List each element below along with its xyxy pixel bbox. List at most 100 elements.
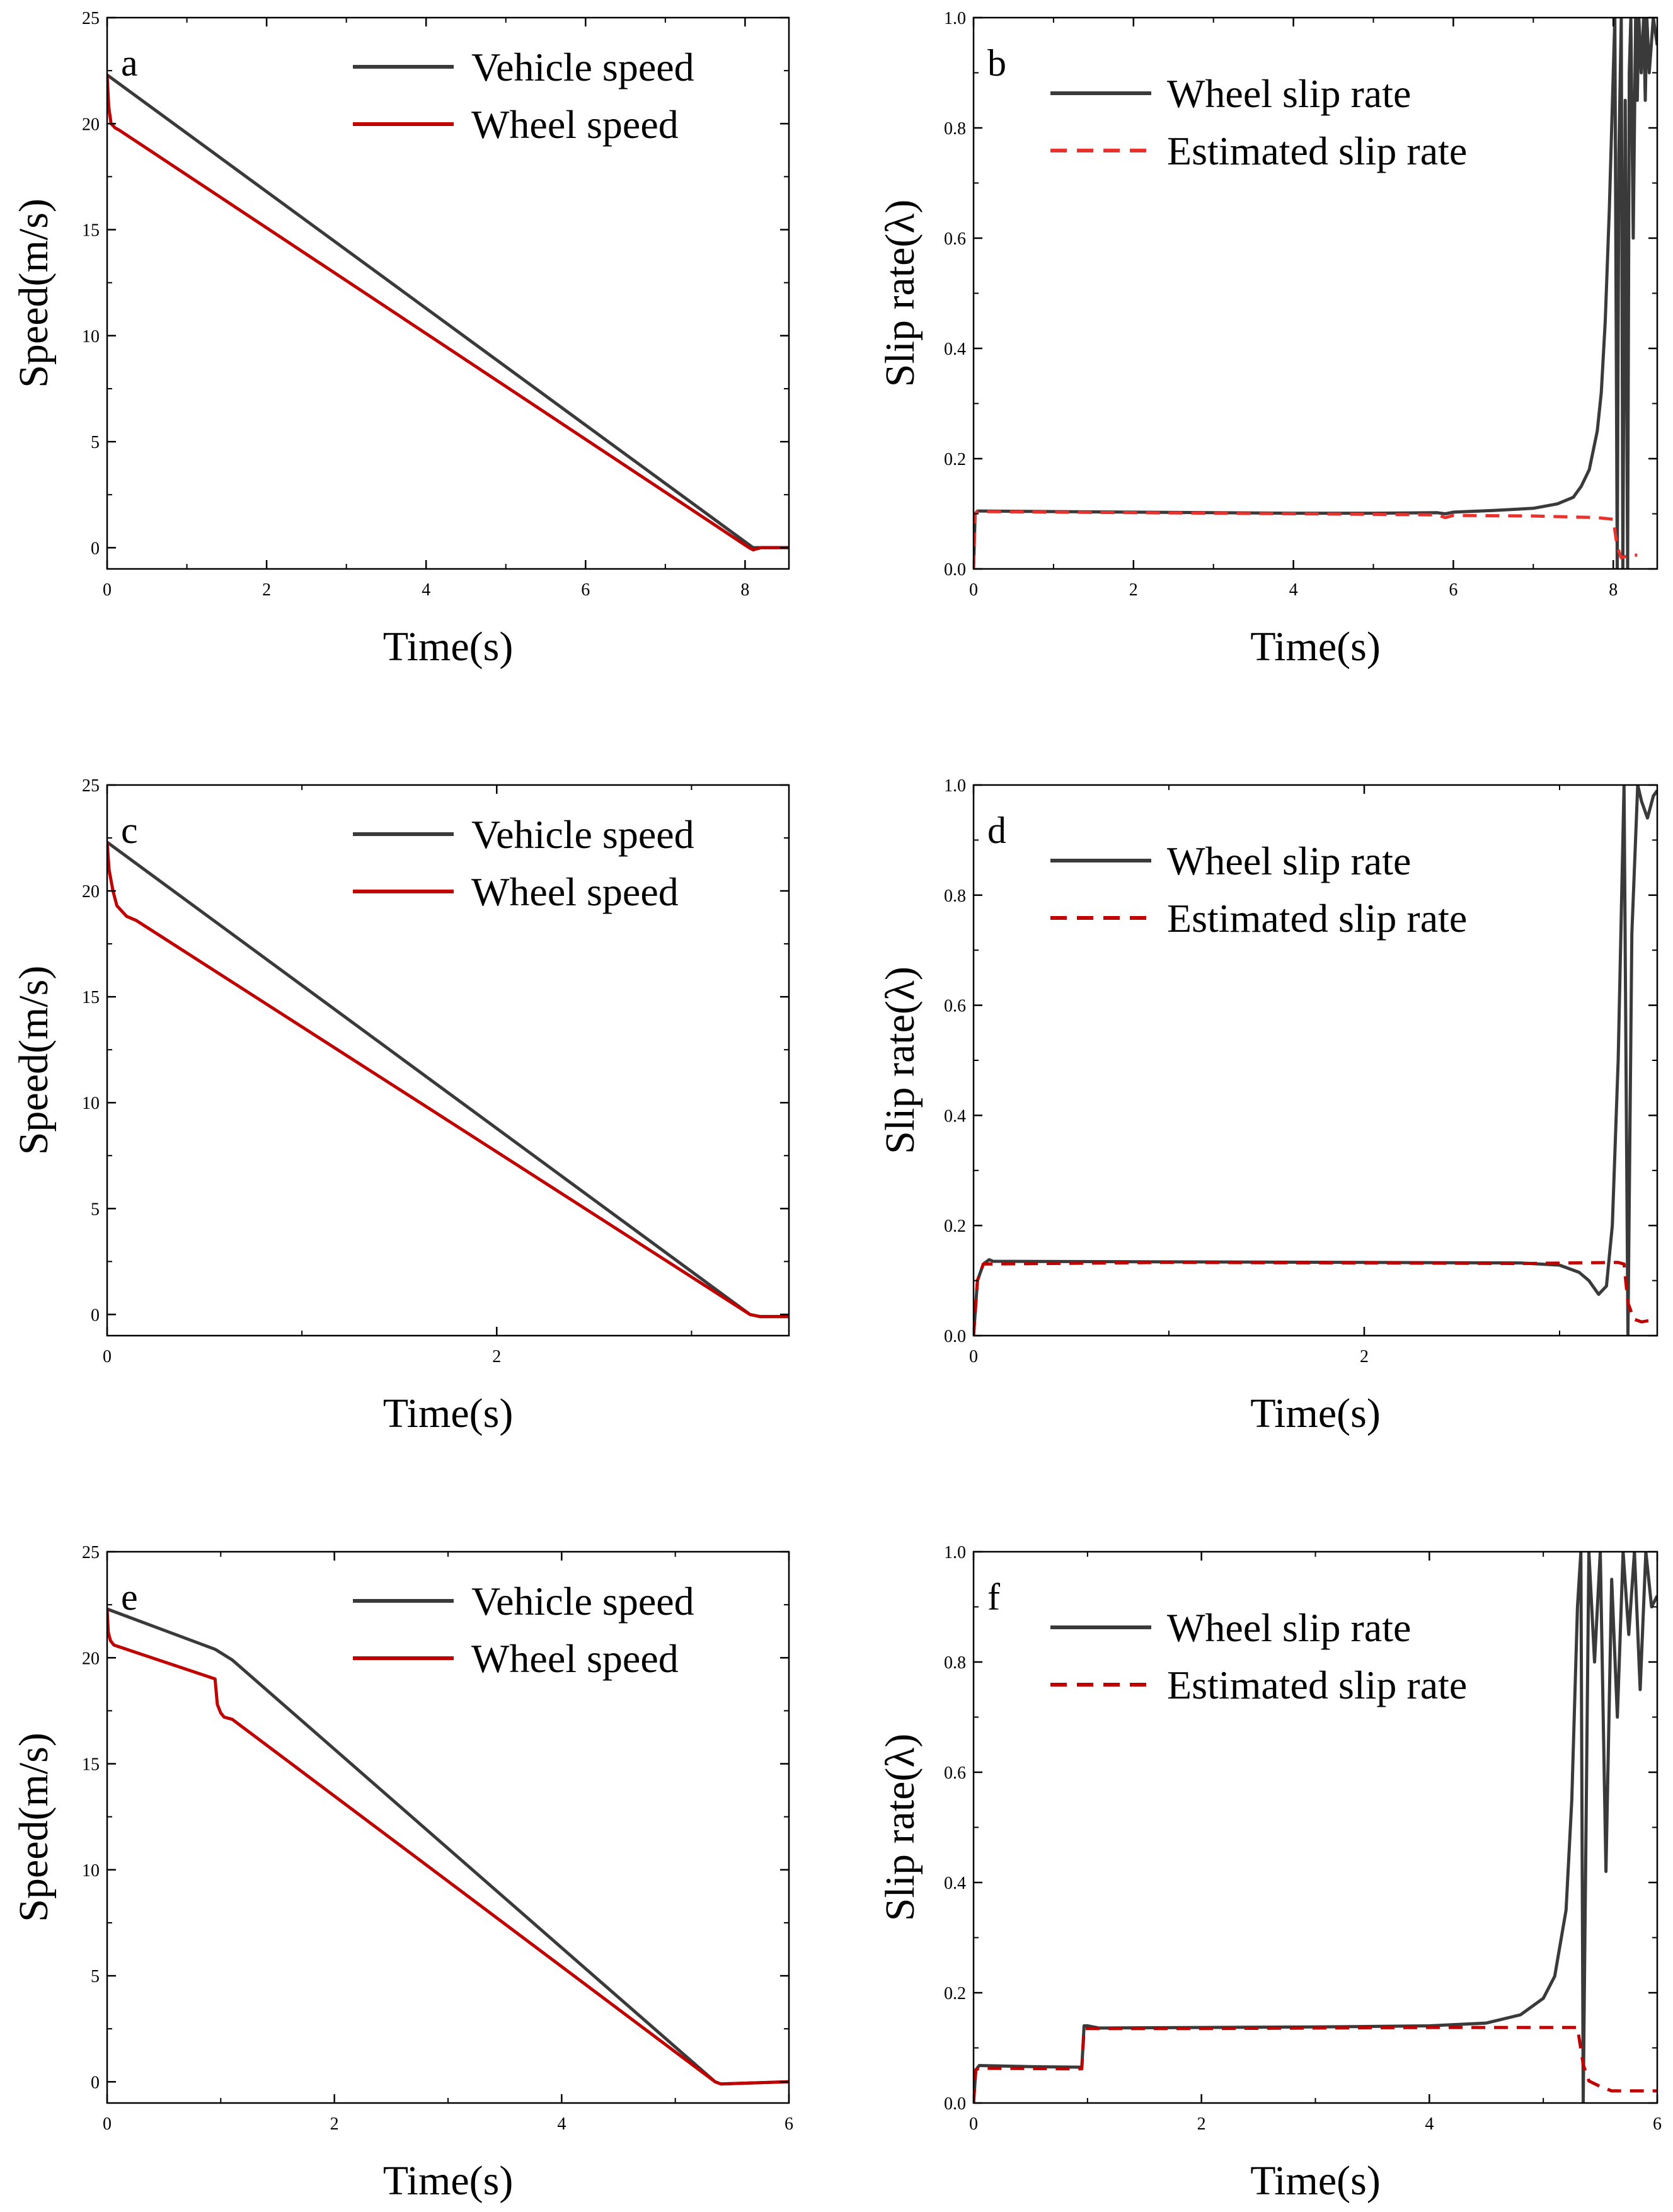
- chart-panel-f: 0 2 4 6 0.0 0.2 0.4 0.6 0.8 1.0 Time(s) Slip rate(λ…: [877, 1543, 1662, 2204]
- y-tick-label: 1.0: [944, 776, 966, 796]
- y-tick-label: 20: [82, 882, 100, 902]
- legend-label: Vehicle speed: [471, 812, 694, 857]
- x-tick-label: 0: [969, 580, 978, 600]
- y-tick-label: 1.0: [944, 9, 966, 28]
- legend-label: Vehicle speed: [471, 45, 694, 89]
- y-tick-label: 0.8: [944, 119, 966, 139]
- legend-label: Wheel speed: [471, 1636, 679, 1681]
- y-tick-label: 0.4: [944, 1874, 966, 1893]
- y-tick-label: 5: [91, 1967, 100, 1986]
- y-tick-label: 0.2: [944, 1984, 966, 2003]
- y-axis-title: Speed(m/s): [11, 1733, 57, 1922]
- y-tick-label: 0.2: [944, 1217, 966, 1236]
- series-line-vehicle-speed: [107, 1607, 789, 2086]
- legend-label: Wheel speed: [471, 869, 679, 914]
- series-line-wheel-slip-rate: [974, 785, 1657, 1336]
- x-tick-label: 6: [581, 580, 590, 600]
- x-tick-label: 4: [1425, 2114, 1434, 2134]
- x-tick-label: 8: [740, 580, 749, 600]
- y-tick-label: 15: [82, 221, 100, 241]
- y-tick-label: 0.4: [944, 340, 966, 359]
- y-tick-label: 0: [91, 1305, 100, 1325]
- legend-label: Estimated slip rate: [1167, 1663, 1467, 1707]
- x-tick-label: 2: [492, 1347, 501, 1367]
- y-axis-title: Slip rate(λ): [877, 966, 923, 1154]
- legend-label: Wheel slip rate: [1167, 1605, 1411, 1650]
- chart-panel-b: 0 2 4 6 8 0.0 0.2 0.4 0.6 0.8 1.0 Time(s) Slip rate(…: [877, 9, 1659, 670]
- series-line-wheel-speed: [107, 842, 789, 1319]
- series-line-wheel-slip-rate: [974, 1552, 1657, 2103]
- x-tick-label: 6: [1449, 580, 1457, 600]
- series-line-wheel-speed: [107, 74, 789, 552]
- x-axis-title: Time(s): [383, 1390, 514, 1436]
- panel-letter: b: [987, 42, 1006, 84]
- x-axis-title: Time(s): [1250, 1390, 1381, 1436]
- x-tick-label: 0: [103, 1347, 112, 1367]
- y-tick-label: 20: [82, 1649, 100, 1668]
- panel-letter: f: [987, 1576, 1000, 1618]
- x-tick-label: 4: [557, 2114, 566, 2134]
- series-line-wheel-speed: [107, 1608, 789, 2086]
- plot-frame: [106, 16, 790, 570]
- y-tick-label: 20: [82, 115, 100, 134]
- y-axis-title: Slip rate(λ): [877, 200, 923, 387]
- x-axis-title: Time(s): [1250, 2158, 1381, 2204]
- x-tick-label: 6: [1653, 2114, 1662, 2134]
- x-tick-label: 8: [1609, 580, 1618, 600]
- x-tick-label: 2: [1197, 2114, 1206, 2134]
- y-tick-label: 0.8: [944, 1653, 966, 1673]
- y-tick-label: 0.2: [944, 450, 966, 469]
- y-tick-label: 10: [82, 1094, 100, 1113]
- x-tick-label: 2: [1129, 580, 1138, 600]
- chart-panel-d: 0 2 0.0 0.2 0.4 0.6 0.8 1.0 Time(s) Slip rate(λ) d…: [877, 776, 1659, 1436]
- y-axis-title: Speed(m/s): [11, 198, 57, 388]
- chart-panel-e: 0 2 4 6 0 5 10 15 20 25 Time(s) Speed(m/s) e Vehicle …: [11, 1543, 793, 2204]
- chart-panel-a: 0 2 4 6 8 0 5 10 15 20 25 Time(s) Speed(m/s) a Vehicle…: [11, 9, 790, 670]
- panel-letter: d: [987, 810, 1006, 851]
- series-line-estimated: [974, 2026, 1657, 2103]
- y-tick-label: 1.0: [944, 1543, 966, 1562]
- x-tick-label: 2: [330, 2114, 339, 2134]
- x-axis-title: Time(s): [383, 2158, 514, 2204]
- y-tick-label: 5: [91, 1200, 100, 1219]
- y-tick-label: 0.0: [944, 1327, 966, 1346]
- y-tick-label: 25: [82, 1543, 100, 1562]
- x-tick-label: 6: [785, 2114, 793, 2134]
- plot-frame: [106, 784, 790, 1337]
- legend-label: Wheel slip rate: [1167, 839, 1411, 883]
- x-tick-label: 2: [262, 580, 271, 600]
- y-tick-label: 0.6: [944, 997, 966, 1016]
- y-tick-label: 0.0: [944, 2094, 966, 2114]
- y-tick-label: 0: [91, 2073, 100, 2092]
- legend-label: Wheel slip rate: [1167, 71, 1411, 116]
- x-tick-label: 4: [422, 580, 430, 600]
- x-tick-label: 0: [969, 1347, 978, 1367]
- series-line-estimated: [974, 510, 1638, 569]
- x-tick-label: 2: [1360, 1347, 1369, 1367]
- series-line-vehicle-speed: [107, 73, 789, 549]
- x-tick-label: 0: [103, 580, 112, 600]
- y-axis-title: Speed(m/s): [11, 966, 57, 1155]
- x-tick-label: 4: [1289, 580, 1298, 600]
- y-tick-label: 0.4: [944, 1106, 966, 1126]
- y-tick-label: 10: [82, 1861, 100, 1881]
- legend-label: Estimated slip rate: [1167, 129, 1467, 173]
- series-line-estimated: [974, 1261, 1657, 1336]
- x-axis-title: Time(s): [383, 624, 514, 670]
- plot-frame: [106, 1550, 790, 2104]
- legend-label: Wheel speed: [471, 102, 679, 147]
- y-tick-label: 25: [82, 776, 100, 796]
- legend-label: Vehicle speed: [471, 1579, 694, 1624]
- y-tick-label: 25: [82, 9, 100, 28]
- x-axis-title: Time(s): [1250, 624, 1381, 670]
- panel-letter: c: [121, 810, 138, 851]
- y-tick-label: 5: [91, 433, 100, 452]
- y-tick-label: 15: [82, 1755, 100, 1775]
- y-tick-label: 0: [91, 539, 100, 558]
- x-tick-label: 0: [103, 2114, 112, 2134]
- series-line-vehicle-speed: [107, 840, 789, 1319]
- y-tick-label: 0.6: [944, 1763, 966, 1783]
